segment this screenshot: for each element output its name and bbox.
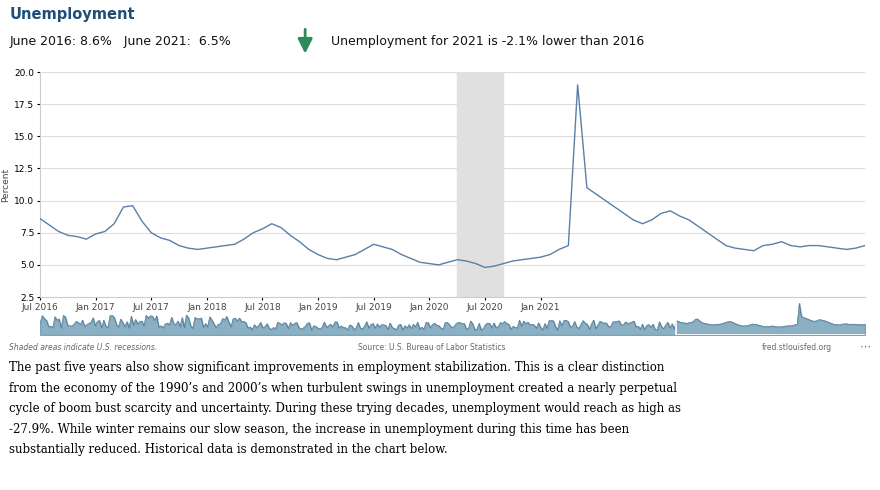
Bar <box>457 72 503 297</box>
Y-axis label: Percent: Percent <box>1 168 11 201</box>
Bar <box>676 300 867 335</box>
Text: fred.stlouisfed.org: fred.stlouisfed.org <box>762 343 832 351</box>
Text: June 2016: 8.6%   June 2021:  6.5%: June 2016: 8.6% June 2021: 6.5% <box>10 35 231 48</box>
Text: Unemployment: Unemployment <box>10 7 135 23</box>
Text: Source: U.S. Bureau of Labor Statistics: Source: U.S. Bureau of Labor Statistics <box>357 343 505 351</box>
Text: ⋯: ⋯ <box>860 342 870 352</box>
Text: Shaded areas indicate U.S. recessions.: Shaded areas indicate U.S. recessions. <box>10 343 158 351</box>
Text: The past five years also show significant improvements in employment stabilizati: The past five years also show significan… <box>10 361 681 456</box>
Text: Unemployment for 2021 is -2.1% lower than 2016: Unemployment for 2021 is -2.1% lower tha… <box>331 35 644 48</box>
